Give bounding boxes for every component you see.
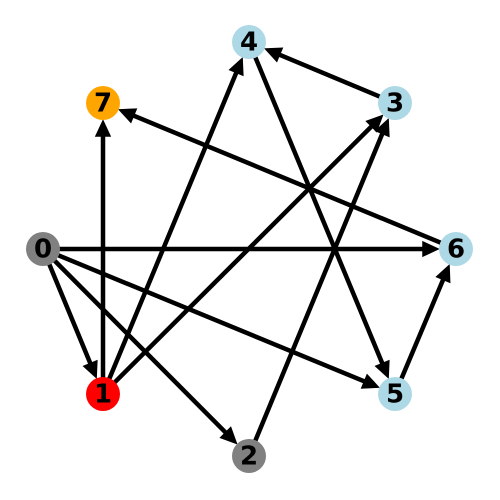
nodes-layer: 0 1 2 3 4 5 6 7 (26, 25, 473, 473)
edge-arrowhead (435, 263, 451, 284)
node-label: 6 (447, 235, 465, 265)
edge-line (112, 123, 375, 386)
node-7: 7 (86, 86, 120, 120)
node-circle (378, 377, 412, 411)
node-circle (439, 232, 473, 266)
edge-line (398, 276, 447, 382)
node-circle (232, 439, 266, 473)
node-circle (232, 25, 266, 59)
node-5: 5 (378, 377, 412, 411)
edge-0-to-6 (58, 240, 440, 258)
edge-5-to-6 (398, 263, 451, 382)
node-circle (86, 377, 120, 411)
edge-0-to-5 (56, 252, 380, 389)
edge-arrowhead (228, 56, 244, 77)
edge-2-to-3 (252, 117, 390, 443)
node-4: 4 (232, 25, 266, 59)
edge-arrowhead (374, 359, 390, 380)
edge-line (252, 130, 386, 443)
edge-line (56, 252, 368, 385)
node-circle (86, 86, 120, 120)
edge-arrowhead (263, 47, 284, 63)
node-label: 4 (240, 28, 258, 58)
edge-arrowhead (422, 240, 440, 258)
edge-arrowhead (365, 114, 384, 133)
edge-0-to-1 (46, 261, 98, 380)
edge-line (46, 261, 94, 367)
edge-4-to-5 (252, 54, 390, 380)
edge-1-to-7 (94, 119, 112, 379)
node-1: 1 (86, 377, 120, 411)
node-label: 1 (94, 380, 112, 410)
edge-line (106, 69, 240, 382)
node-3: 3 (378, 86, 412, 120)
edge-line (252, 54, 386, 367)
edge-line (276, 51, 383, 100)
node-label: 0 (34, 235, 52, 265)
edge-arrowhead (82, 359, 98, 380)
edge-line (130, 112, 443, 246)
node-circle (26, 232, 60, 266)
edge-3-to-4 (263, 47, 383, 100)
node-2: 2 (232, 439, 266, 473)
edge-arrowhead (117, 108, 138, 124)
edge-arrowhead (374, 117, 390, 138)
edge-line (51, 258, 229, 436)
node-label: 5 (386, 380, 404, 410)
edge-0-to-2 (51, 258, 238, 445)
edge-arrowhead (94, 119, 112, 137)
edge-6-to-7 (117, 108, 443, 246)
node-label: 3 (386, 89, 404, 119)
edge-arrowhead (360, 373, 380, 389)
node-label: 7 (94, 89, 112, 119)
node-0: 0 (26, 232, 60, 266)
node-6: 6 (439, 232, 473, 266)
edge-arrowhead (219, 426, 238, 445)
edge-1-to-3 (112, 114, 384, 386)
node-circle (378, 86, 412, 120)
edges-layer (46, 47, 451, 445)
edge-1-to-4 (106, 56, 244, 382)
node-label: 2 (240, 442, 258, 472)
